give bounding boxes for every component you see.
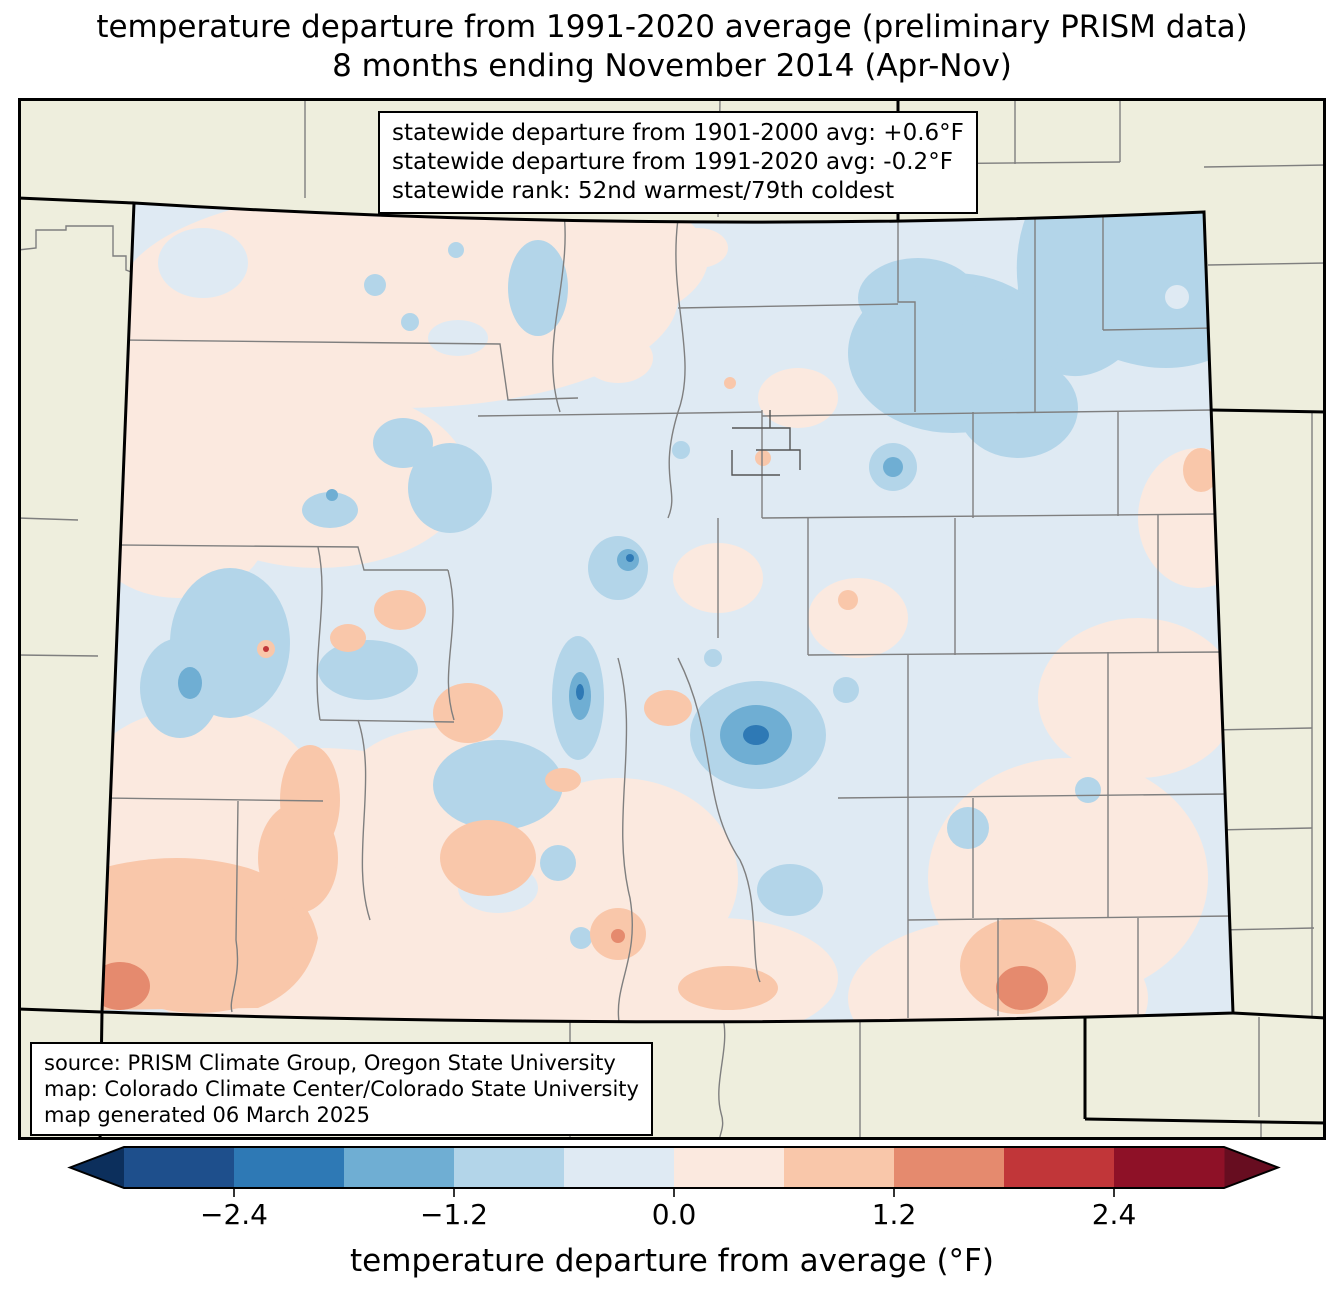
colorbar-tick-label: −2.4 [200, 1198, 268, 1231]
source-credit-box: source: PRISM Climate Group, Oregon Stat… [30, 1042, 653, 1136]
map-frame [18, 98, 1326, 1140]
denver-county-cluster [731, 410, 801, 476]
colorbar-tick-label: −1.2 [420, 1198, 488, 1231]
colorbar-tick-label: 2.4 [1091, 1198, 1137, 1231]
statewide-stats-box: statewide departure from 1901-2000 avg: … [378, 111, 978, 214]
cool-holes-2 [1165, 285, 1189, 309]
stats-line-1: statewide departure from 1901-2000 avg: … [392, 120, 964, 146]
colorbar-tick-label: 0.0 [651, 1198, 697, 1231]
cool-regions [140, 211, 1210, 949]
figure-title: temperature departure from 1991-2020 ave… [0, 8, 1344, 86]
colorado-anomaly-map [18, 98, 1326, 1140]
credit-line-2: map: Colorado Climate Center/Colorado St… [44, 1077, 639, 1101]
coolest-spots [576, 554, 769, 745]
colorbar [67, 1146, 1281, 1197]
title-line-2: 8 months ending November 2014 (Apr-Nov) [332, 48, 1012, 84]
title-line-1: temperature departure from 1991-2020 ave… [96, 9, 1248, 45]
stats-line-3: statewide rank: 52nd warmest/79th coldes… [392, 178, 895, 204]
colorado-state-border [100, 201, 1235, 1024]
colorbar-axis-label: temperature departure from average (°F) [350, 1243, 994, 1279]
county-lines [102, 204, 1232, 1022]
cooler-spots [178, 457, 903, 765]
colorbar-tick-label: 1.2 [871, 1198, 917, 1231]
credit-line-1: source: PRISM Climate Group, Oregon Stat… [44, 1051, 616, 1075]
warmest-specks [263, 646, 269, 652]
anomaly-field [102, 203, 1233, 1022]
credit-line-3: map generated 06 March 2025 [44, 1103, 371, 1127]
stats-line-2: statewide departure from 1991-2020 avg: … [392, 149, 953, 175]
